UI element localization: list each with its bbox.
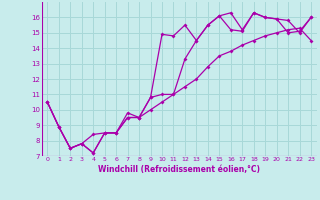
X-axis label: Windchill (Refroidissement éolien,°C): Windchill (Refroidissement éolien,°C) xyxy=(98,165,260,174)
